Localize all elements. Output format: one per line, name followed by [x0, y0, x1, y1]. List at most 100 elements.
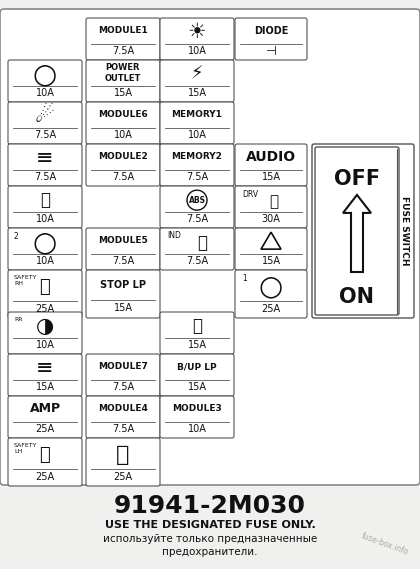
- Text: DIODE: DIODE: [254, 26, 288, 36]
- Text: ◑: ◑: [36, 316, 54, 336]
- Text: SAFETY: SAFETY: [14, 275, 37, 280]
- Text: LH: LH: [14, 449, 22, 454]
- FancyBboxPatch shape: [8, 186, 82, 228]
- Text: MODULE5: MODULE5: [98, 237, 148, 245]
- Text: 10A: 10A: [36, 214, 55, 224]
- FancyBboxPatch shape: [160, 228, 234, 270]
- Text: 15A: 15A: [113, 303, 132, 313]
- FancyBboxPatch shape: [8, 144, 82, 186]
- Text: ○: ○: [33, 228, 57, 256]
- Text: ☄: ☄: [35, 106, 55, 126]
- Text: 10A: 10A: [36, 340, 55, 350]
- Text: 15A: 15A: [187, 382, 207, 392]
- Text: ≡: ≡: [36, 148, 54, 168]
- Text: 7.5A: 7.5A: [34, 172, 56, 182]
- Text: 25A: 25A: [261, 303, 281, 314]
- FancyBboxPatch shape: [8, 438, 82, 486]
- Text: MODULE2: MODULE2: [98, 152, 148, 162]
- Text: FUSE SWITCH: FUSE SWITCH: [401, 196, 410, 266]
- FancyBboxPatch shape: [315, 147, 399, 315]
- FancyBboxPatch shape: [235, 228, 307, 270]
- Text: 91941-2M030: 91941-2M030: [114, 494, 306, 518]
- FancyBboxPatch shape: [86, 102, 160, 144]
- FancyBboxPatch shape: [235, 270, 307, 318]
- Text: 2: 2: [14, 232, 19, 241]
- Text: 1: 1: [242, 274, 247, 283]
- Text: 10A: 10A: [188, 46, 207, 56]
- FancyBboxPatch shape: [8, 354, 82, 396]
- Text: MODULE6: MODULE6: [98, 110, 148, 119]
- Text: 10A: 10A: [188, 130, 207, 140]
- Text: ☀: ☀: [188, 22, 206, 42]
- FancyBboxPatch shape: [235, 18, 307, 60]
- Text: 25A: 25A: [35, 472, 55, 481]
- Text: OFF: OFF: [334, 168, 380, 188]
- Text: 15A: 15A: [187, 88, 207, 98]
- FancyBboxPatch shape: [8, 312, 82, 354]
- Text: AMP: AMP: [29, 402, 60, 415]
- Text: 🔑: 🔑: [39, 446, 50, 464]
- FancyBboxPatch shape: [86, 270, 160, 318]
- Text: 10A: 10A: [36, 256, 55, 266]
- Text: 15A: 15A: [262, 256, 281, 266]
- Text: ON: ON: [339, 287, 375, 307]
- Text: ○: ○: [259, 273, 283, 300]
- Text: 🛋: 🛋: [270, 194, 278, 209]
- Text: SAFETY: SAFETY: [14, 443, 37, 448]
- FancyBboxPatch shape: [160, 18, 234, 60]
- FancyBboxPatch shape: [86, 354, 160, 396]
- FancyBboxPatch shape: [86, 60, 160, 102]
- Text: 🔑: 🔑: [39, 278, 50, 295]
- Text: предохранители.: предохранители.: [162, 547, 258, 557]
- Text: 25A: 25A: [35, 424, 55, 434]
- Text: 🚗: 🚗: [40, 191, 50, 209]
- Text: MODULE4: MODULE4: [98, 405, 148, 414]
- Text: 15A: 15A: [262, 172, 281, 182]
- Text: 15A: 15A: [187, 340, 207, 350]
- FancyBboxPatch shape: [235, 144, 307, 186]
- Text: MODULE1: MODULE1: [98, 26, 148, 35]
- Text: 7.5A: 7.5A: [112, 382, 134, 392]
- Text: IND: IND: [167, 230, 181, 240]
- FancyBboxPatch shape: [86, 396, 160, 438]
- Text: MEMORY1: MEMORY1: [171, 110, 223, 119]
- Text: ⊣: ⊣: [265, 44, 276, 57]
- FancyBboxPatch shape: [8, 228, 82, 270]
- Text: 7.5A: 7.5A: [186, 214, 208, 224]
- Text: 15A: 15A: [113, 88, 132, 98]
- FancyBboxPatch shape: [160, 396, 234, 438]
- Text: POWER
OUTLET: POWER OUTLET: [105, 63, 141, 83]
- Text: 10A: 10A: [36, 88, 55, 98]
- Text: 25A: 25A: [35, 303, 55, 314]
- Text: STOP LP: STOP LP: [100, 280, 146, 290]
- Text: 7.5A: 7.5A: [112, 256, 134, 266]
- Text: MEMORY2: MEMORY2: [171, 152, 223, 162]
- Text: DRV: DRV: [242, 189, 258, 199]
- Text: ⚡: ⚡: [191, 65, 203, 83]
- FancyBboxPatch shape: [86, 228, 160, 270]
- Text: 10A: 10A: [188, 424, 207, 434]
- FancyBboxPatch shape: [86, 438, 160, 486]
- Text: ≡: ≡: [36, 358, 54, 378]
- FancyBboxPatch shape: [8, 396, 82, 438]
- Text: 7.5A: 7.5A: [112, 172, 134, 182]
- Text: MODULE7: MODULE7: [98, 362, 148, 372]
- Text: ABS: ABS: [189, 196, 205, 205]
- FancyBboxPatch shape: [160, 144, 234, 186]
- FancyBboxPatch shape: [86, 18, 160, 60]
- Text: RH: RH: [14, 281, 23, 286]
- FancyBboxPatch shape: [0, 9, 420, 485]
- Text: 7.5A: 7.5A: [186, 256, 208, 266]
- FancyBboxPatch shape: [86, 144, 160, 186]
- Text: 10A: 10A: [113, 130, 132, 140]
- FancyBboxPatch shape: [160, 312, 234, 354]
- Text: 30A: 30A: [262, 214, 281, 224]
- FancyBboxPatch shape: [312, 144, 414, 318]
- Text: 25A: 25A: [113, 472, 133, 481]
- Text: ⟐: ⟐: [116, 444, 130, 464]
- Text: 7.5A: 7.5A: [34, 130, 56, 140]
- FancyBboxPatch shape: [160, 60, 234, 102]
- FancyBboxPatch shape: [160, 186, 234, 228]
- FancyBboxPatch shape: [235, 186, 307, 228]
- FancyBboxPatch shape: [160, 354, 234, 396]
